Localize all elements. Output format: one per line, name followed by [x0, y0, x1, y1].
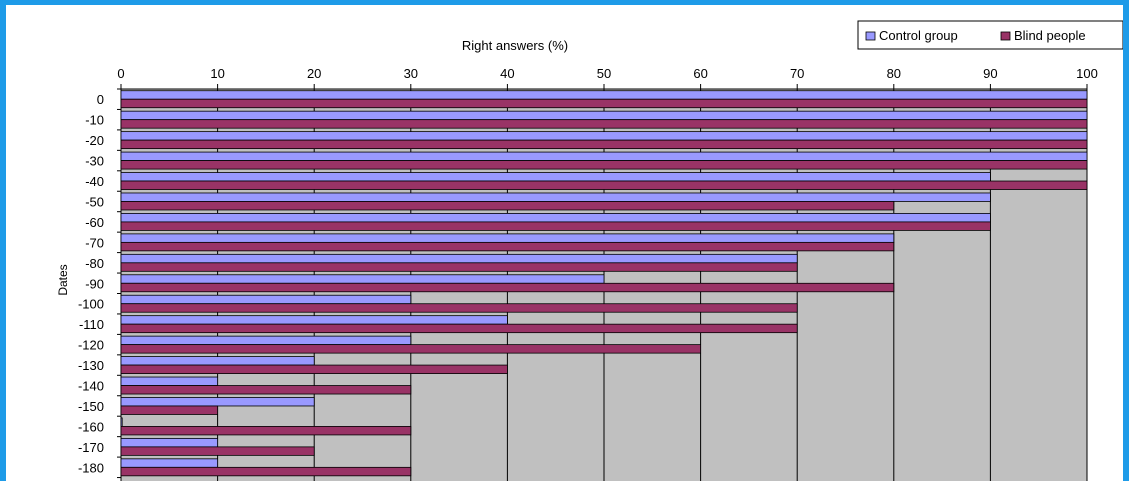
bar-control-group — [120, 397, 315, 407]
bar-blind-people — [120, 201, 895, 211]
bar-control-group — [120, 253, 798, 264]
y-tick-label: -110 — [79, 317, 104, 332]
y-tick-label: -180 — [78, 460, 104, 475]
bar-blind-people — [120, 221, 991, 231]
bar-control-group — [120, 151, 1088, 161]
y-tick-label: -170 — [78, 440, 104, 455]
legend-swatch-blind-people — [1000, 31, 1011, 41]
y-tick-label: -60 — [85, 215, 104, 230]
bar-control-group — [120, 458, 218, 468]
x-tick-label: 60 — [693, 66, 707, 81]
y-tick-label: -20 — [85, 133, 104, 148]
y-axis-label: Dates — [56, 264, 70, 295]
bars — [120, 90, 1088, 477]
y-tick-label: -70 — [85, 235, 104, 250]
y-tick-label: -140 — [78, 379, 104, 394]
bar-control-group — [120, 172, 991, 182]
legend-label-blind-people: Blind people — [1014, 28, 1086, 43]
y-tick-label: -150 — [78, 399, 104, 414]
bar-blind-people — [120, 119, 1088, 129]
bar-blind-people — [120, 303, 798, 313]
bar-control-group — [120, 131, 1088, 141]
bar-control-group — [120, 213, 991, 223]
bar-control-group — [120, 274, 605, 284]
x-tick-label: 50 — [597, 66, 611, 81]
bar-blind-people — [120, 139, 1088, 150]
bar-blind-people — [120, 180, 1088, 190]
y-tick-label: 0 — [97, 92, 104, 107]
bar-blind-people — [120, 446, 315, 456]
bar-control-group — [120, 417, 123, 427]
bar-blind-people — [120, 262, 798, 272]
legend-swatch-control-group — [865, 31, 876, 41]
x-tick-label: 20 — [307, 66, 321, 81]
y-tick-label: -90 — [85, 276, 104, 291]
x-tick-label: 100 — [1076, 66, 1098, 81]
bar-control-group — [120, 315, 508, 325]
bar-blind-people — [120, 241, 895, 252]
y-tick-label: -80 — [85, 256, 104, 271]
y-tick-label: -160 — [78, 419, 104, 434]
bar-blind-people — [120, 98, 1088, 109]
bar-control-group — [120, 110, 1088, 121]
y-tick-label: -120 — [78, 338, 104, 353]
bar-control-group — [120, 335, 412, 346]
bar-control-group — [120, 294, 412, 305]
y-axis-ticks: 0 -10 -20 -30 -40 -50 -60 -70 -80 -90 -100 -110 -120… — [78, 88, 121, 479]
bar-blind-people — [120, 466, 412, 477]
y-tick-label: -50 — [85, 194, 104, 209]
bar-control-group — [120, 192, 991, 202]
x-axis-label: Right answers (%) — [462, 38, 568, 53]
bar-blind-people — [120, 364, 508, 374]
bar-chart: 0 10 20 30 40 50 60 70 80 90 100 0 -10 -20 -30 -40 -50 -… — [56, 20, 1123, 481]
bar-blind-people — [120, 426, 412, 436]
y-tick-label: -40 — [85, 174, 104, 189]
x-tick-label: 40 — [500, 66, 514, 81]
bar-blind-people — [120, 323, 798, 334]
bar-blind-people — [120, 344, 701, 354]
bar-control-group — [120, 437, 218, 448]
x-tick-label: 10 — [210, 66, 224, 81]
x-tick-label: 30 — [404, 66, 418, 81]
x-tick-label: 90 — [983, 66, 997, 81]
x-tick-label: 70 — [790, 66, 804, 81]
y-tick-label: -30 — [85, 154, 104, 169]
x-axis-ticks: 0 10 20 30 40 50 60 70 80 90 100 — [117, 66, 1098, 89]
bar-blind-people — [120, 282, 895, 293]
y-tick-label: -100 — [78, 297, 104, 312]
x-tick-label: 0 — [117, 66, 124, 81]
y-tick-label: -10 — [85, 113, 104, 128]
bar-control-group — [120, 233, 895, 243]
legend-box — [857, 20, 1123, 50]
bar-blind-people — [120, 405, 218, 415]
y-tick-label: -130 — [78, 358, 104, 373]
bar-control-group — [120, 356, 315, 366]
bar-blind-people — [120, 385, 412, 395]
bar-blind-people — [120, 160, 1088, 170]
legend-label-control-group: Control group — [879, 28, 958, 43]
chart-frame: 0 10 20 30 40 50 60 70 80 90 100 0 -10 -20 -30 -40 -50 -… — [6, 5, 1123, 481]
legend: Control group Blind people — [857, 20, 1123, 50]
bar-control-group — [120, 376, 218, 386]
x-tick-label: 80 — [887, 66, 901, 81]
bar-control-group — [120, 90, 1088, 100]
